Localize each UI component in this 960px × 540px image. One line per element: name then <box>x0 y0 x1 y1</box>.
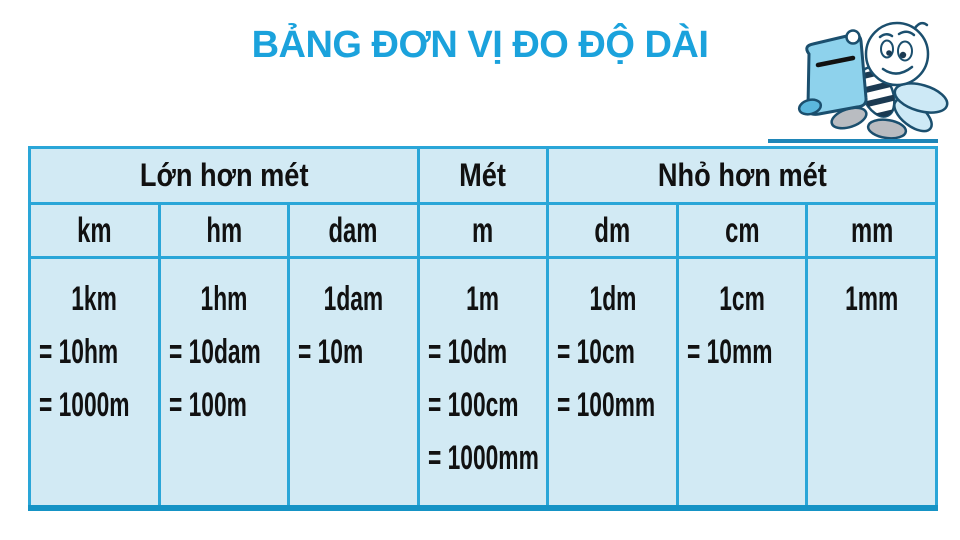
conversion-line: 1dm <box>589 280 636 318</box>
conversion-line: = 100cm <box>427 386 519 424</box>
unit-header-row: km hm dam m dm cm mm <box>28 202 938 259</box>
unit-header-dam: dam <box>287 202 420 259</box>
conversion-line: = 100mm <box>557 386 656 424</box>
group-header-larger-than-meter: Lớn hơn mét <box>28 146 420 205</box>
group-header-smaller-than-meter: Nhỏ hơn mét <box>546 146 938 205</box>
conversion-line: = 10cm <box>557 333 636 371</box>
group-header-row: Lớn hơn mét Mét Nhỏ hơn mét <box>28 146 938 205</box>
conversion-line: 1m <box>466 280 500 318</box>
conversion-cell-km: 1km = 10hm = 1000m <box>28 256 161 509</box>
conversion-line: = 10dm <box>427 333 507 371</box>
conversion-row: 1km = 10hm = 1000m 1hm = 10dam = 100m 1d… <box>28 256 938 509</box>
conversion-line: = 10mm <box>686 333 773 371</box>
conversion-cell-m: 1m = 10dm = 100cm = 1000mm <box>416 256 550 509</box>
conversion-cell-mm: 1mm <box>805 256 938 509</box>
conversion-cell-hm: 1hm = 10dam = 100m <box>157 256 291 509</box>
conversion-line: = 10m <box>298 333 364 371</box>
conversion-line: 1cm <box>719 280 765 318</box>
conversion-line: 1km <box>71 280 118 318</box>
conversion-line: = 10dam <box>168 333 261 371</box>
conversion-line: 1mm <box>845 280 899 318</box>
unit-header-dm: dm <box>546 202 679 259</box>
conversion-line: 1dam <box>323 280 384 318</box>
group-header-meter: Mét <box>416 146 550 205</box>
mascot-underline <box>768 139 938 143</box>
unit-header-m: m <box>416 202 550 259</box>
unit-header-hm: hm <box>157 202 291 259</box>
unit-header-cm: cm <box>675 202 809 259</box>
page-title: BẢNG ĐƠN VỊ ĐO ĐỘ DÀI <box>251 24 709 66</box>
length-units-table: Lớn hơn mét Mét Nhỏ hơn mét km hm dam m … <box>28 146 938 511</box>
conversion-line: = 10hm <box>39 333 119 371</box>
conversion-line: = 1000mm <box>427 439 539 477</box>
unit-header-mm: mm <box>805 202 938 259</box>
bee-with-scroll-icon <box>797 21 949 140</box>
conversion-cell-dm: 1dm = 10cm = 100mm <box>546 256 679 509</box>
conversion-line: 1hm <box>200 280 248 318</box>
conversion-line: = 1000m <box>39 386 130 424</box>
bee-mascot <box>793 8 955 142</box>
unit-header-km: km <box>28 202 161 259</box>
conversion-line: = 100m <box>168 386 247 424</box>
conversion-cell-cm: 1cm = 10mm <box>675 256 809 509</box>
conversion-cell-dam: 1dam = 10m <box>287 256 420 509</box>
